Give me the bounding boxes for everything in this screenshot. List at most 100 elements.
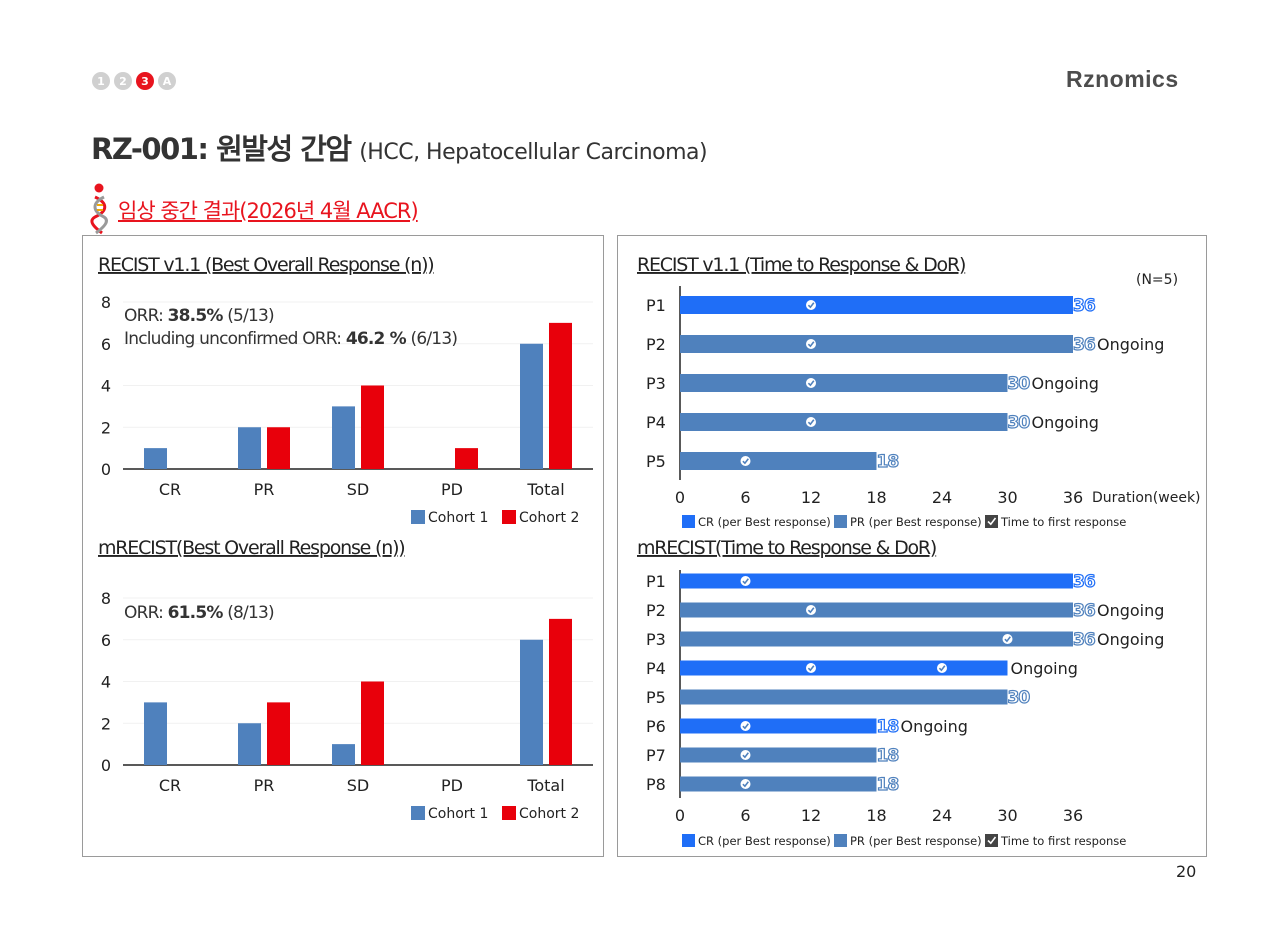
nav-step-3-active[interactable]: 3 [136,72,154,90]
bar-total-cohort2 [549,618,572,765]
swimmer-charts-time-to-response: RECIST v1.1 (Time to Response & DoR) (N=5… [637,254,1201,848]
legend-label-first-response: Time to first response [1000,515,1126,529]
legend-label: Cohort 2 [519,806,579,822]
patient-label: P5 [646,688,666,707]
first-response-check-icon [806,300,816,310]
x-tick-label: PR [254,776,275,795]
ongoing-status-label: Ongoing [1032,413,1099,432]
duration-bar-p3 [680,631,1073,647]
y-tick-label: 8 [101,293,111,312]
chart-title: RECIST v1.1 (Time to Response & DoR) [637,254,965,276]
bar-pd-cohort2 [455,448,478,469]
legend-label-pr: PR (per Best response) [850,834,982,848]
orr-annotation: Including unconfirmed ORR: 46.2 % (6/13) [124,329,457,349]
first-response-check-mark [1004,636,1011,643]
x-tick-label: 12 [801,806,821,825]
first-response-check-icon [1002,634,1013,644]
bar-pr-cohort2 [267,427,290,469]
legend-swatch [502,806,516,820]
y-tick-label: 0 [101,756,111,775]
x-tick-label: 30 [997,488,1017,507]
bar-value-label: 36 [1073,630,1095,650]
legend-label: Cohort 1 [428,510,488,526]
bar-value-label: 30 [1008,413,1031,433]
first-response-check-mark [742,723,749,730]
first-response-check-mark [742,458,749,465]
patient-label: P1 [646,296,666,315]
x-tick-label: 6 [740,806,750,825]
x-tick-label: CR [159,776,181,795]
x-tick-label: 18 [866,488,886,507]
duration-bar-p6 [680,718,877,734]
x-tick-label: 24 [932,488,952,507]
y-tick-label: 2 [101,418,111,437]
slide-navigation: 1 2 3 A [92,72,176,90]
legend-label-first-response: Time to first response [1000,834,1126,848]
first-response-check-mark [742,752,749,759]
y-tick-label: 6 [101,335,111,354]
orr-label: ORR: [124,603,168,623]
duration-bar-p2 [680,602,1073,618]
bar-value-label: 18 [877,746,899,766]
duration-bar-p4 [680,660,1008,676]
x-tick-label: CR [159,480,181,499]
orr-annotation: ORR: 61.5% (8/13) [124,603,274,623]
x-tick-label: 6 [740,488,750,507]
first-response-check-mark [807,419,815,426]
page-title: RZ-001: 원발성 간암 (HCC, Hepatocellular Carc… [91,126,708,168]
page-number: 20 [1176,862,1197,881]
nav-step-appendix[interactable]: A [158,72,176,90]
orr-label: ORR: [124,306,168,326]
legend-swatch-pr [834,515,847,528]
first-response-check-icon [740,456,751,466]
first-response-check-mark [807,341,815,348]
duration-bar-p8 [680,776,877,792]
x-tick-label: SD [347,776,369,795]
duration-bar-p5 [680,689,1008,705]
first-response-check-icon [806,605,816,615]
x-tick-label: Total [526,776,564,795]
first-response-check-icon [806,663,816,673]
legend-swatch [411,510,425,524]
legend-label: Cohort 2 [519,510,579,526]
x-tick-label: 0 [675,488,685,507]
bar-total-cohort1 [520,343,543,469]
ongoing-status-label: Ongoing [1032,374,1099,393]
legend-swatch-cr [682,515,695,528]
nav-step-2[interactable]: 2 [114,72,132,90]
duration-bar-p3 [680,374,1008,392]
company-logo: Rznomics [1066,66,1179,92]
patient-label: P3 [646,630,666,649]
bar-pr-cohort1 [238,723,261,765]
x-tick-label: Total [526,480,564,499]
first-response-check-icon [740,779,751,789]
first-response-check-mark [742,781,749,788]
bar-value-label: 30 [1008,688,1031,708]
patient-label: P2 [646,335,666,354]
patient-label: P7 [646,746,666,765]
duration-bar-p1 [680,573,1073,589]
x-tick-label: 12 [801,488,821,507]
chart-title: mRECIST(Time to Response & DoR) [637,537,936,559]
first-response-check-icon [740,721,751,731]
bar-pr-cohort2 [267,702,290,765]
x-tick-label: SD [347,480,369,499]
bar-sd-cohort2 [361,681,384,765]
x-tick-label: 18 [866,806,886,825]
nav-step-1[interactable]: 1 [92,72,110,90]
x-tick-label: 24 [932,806,952,825]
left-panel: RECIST v1.1 (Best Overall Response (n)) 0… [82,235,604,857]
first-response-check-mark [807,665,815,672]
orr-value: 38.5% [168,306,224,326]
legend-swatch-first-response [985,515,998,528]
first-response-check-mark [742,578,749,585]
legend-label: Cohort 1 [428,806,488,822]
orr-fraction: (5/13) [223,306,274,326]
duration-bar-p4 [680,413,1008,431]
patient-label: P8 [646,775,666,794]
first-response-check-icon [806,378,816,388]
ongoing-status-label: Ongoing [1097,601,1164,620]
first-response-check-mark [938,665,946,672]
bar-value-label: 18 [877,775,899,795]
x-tick-label: 36 [1063,806,1083,825]
